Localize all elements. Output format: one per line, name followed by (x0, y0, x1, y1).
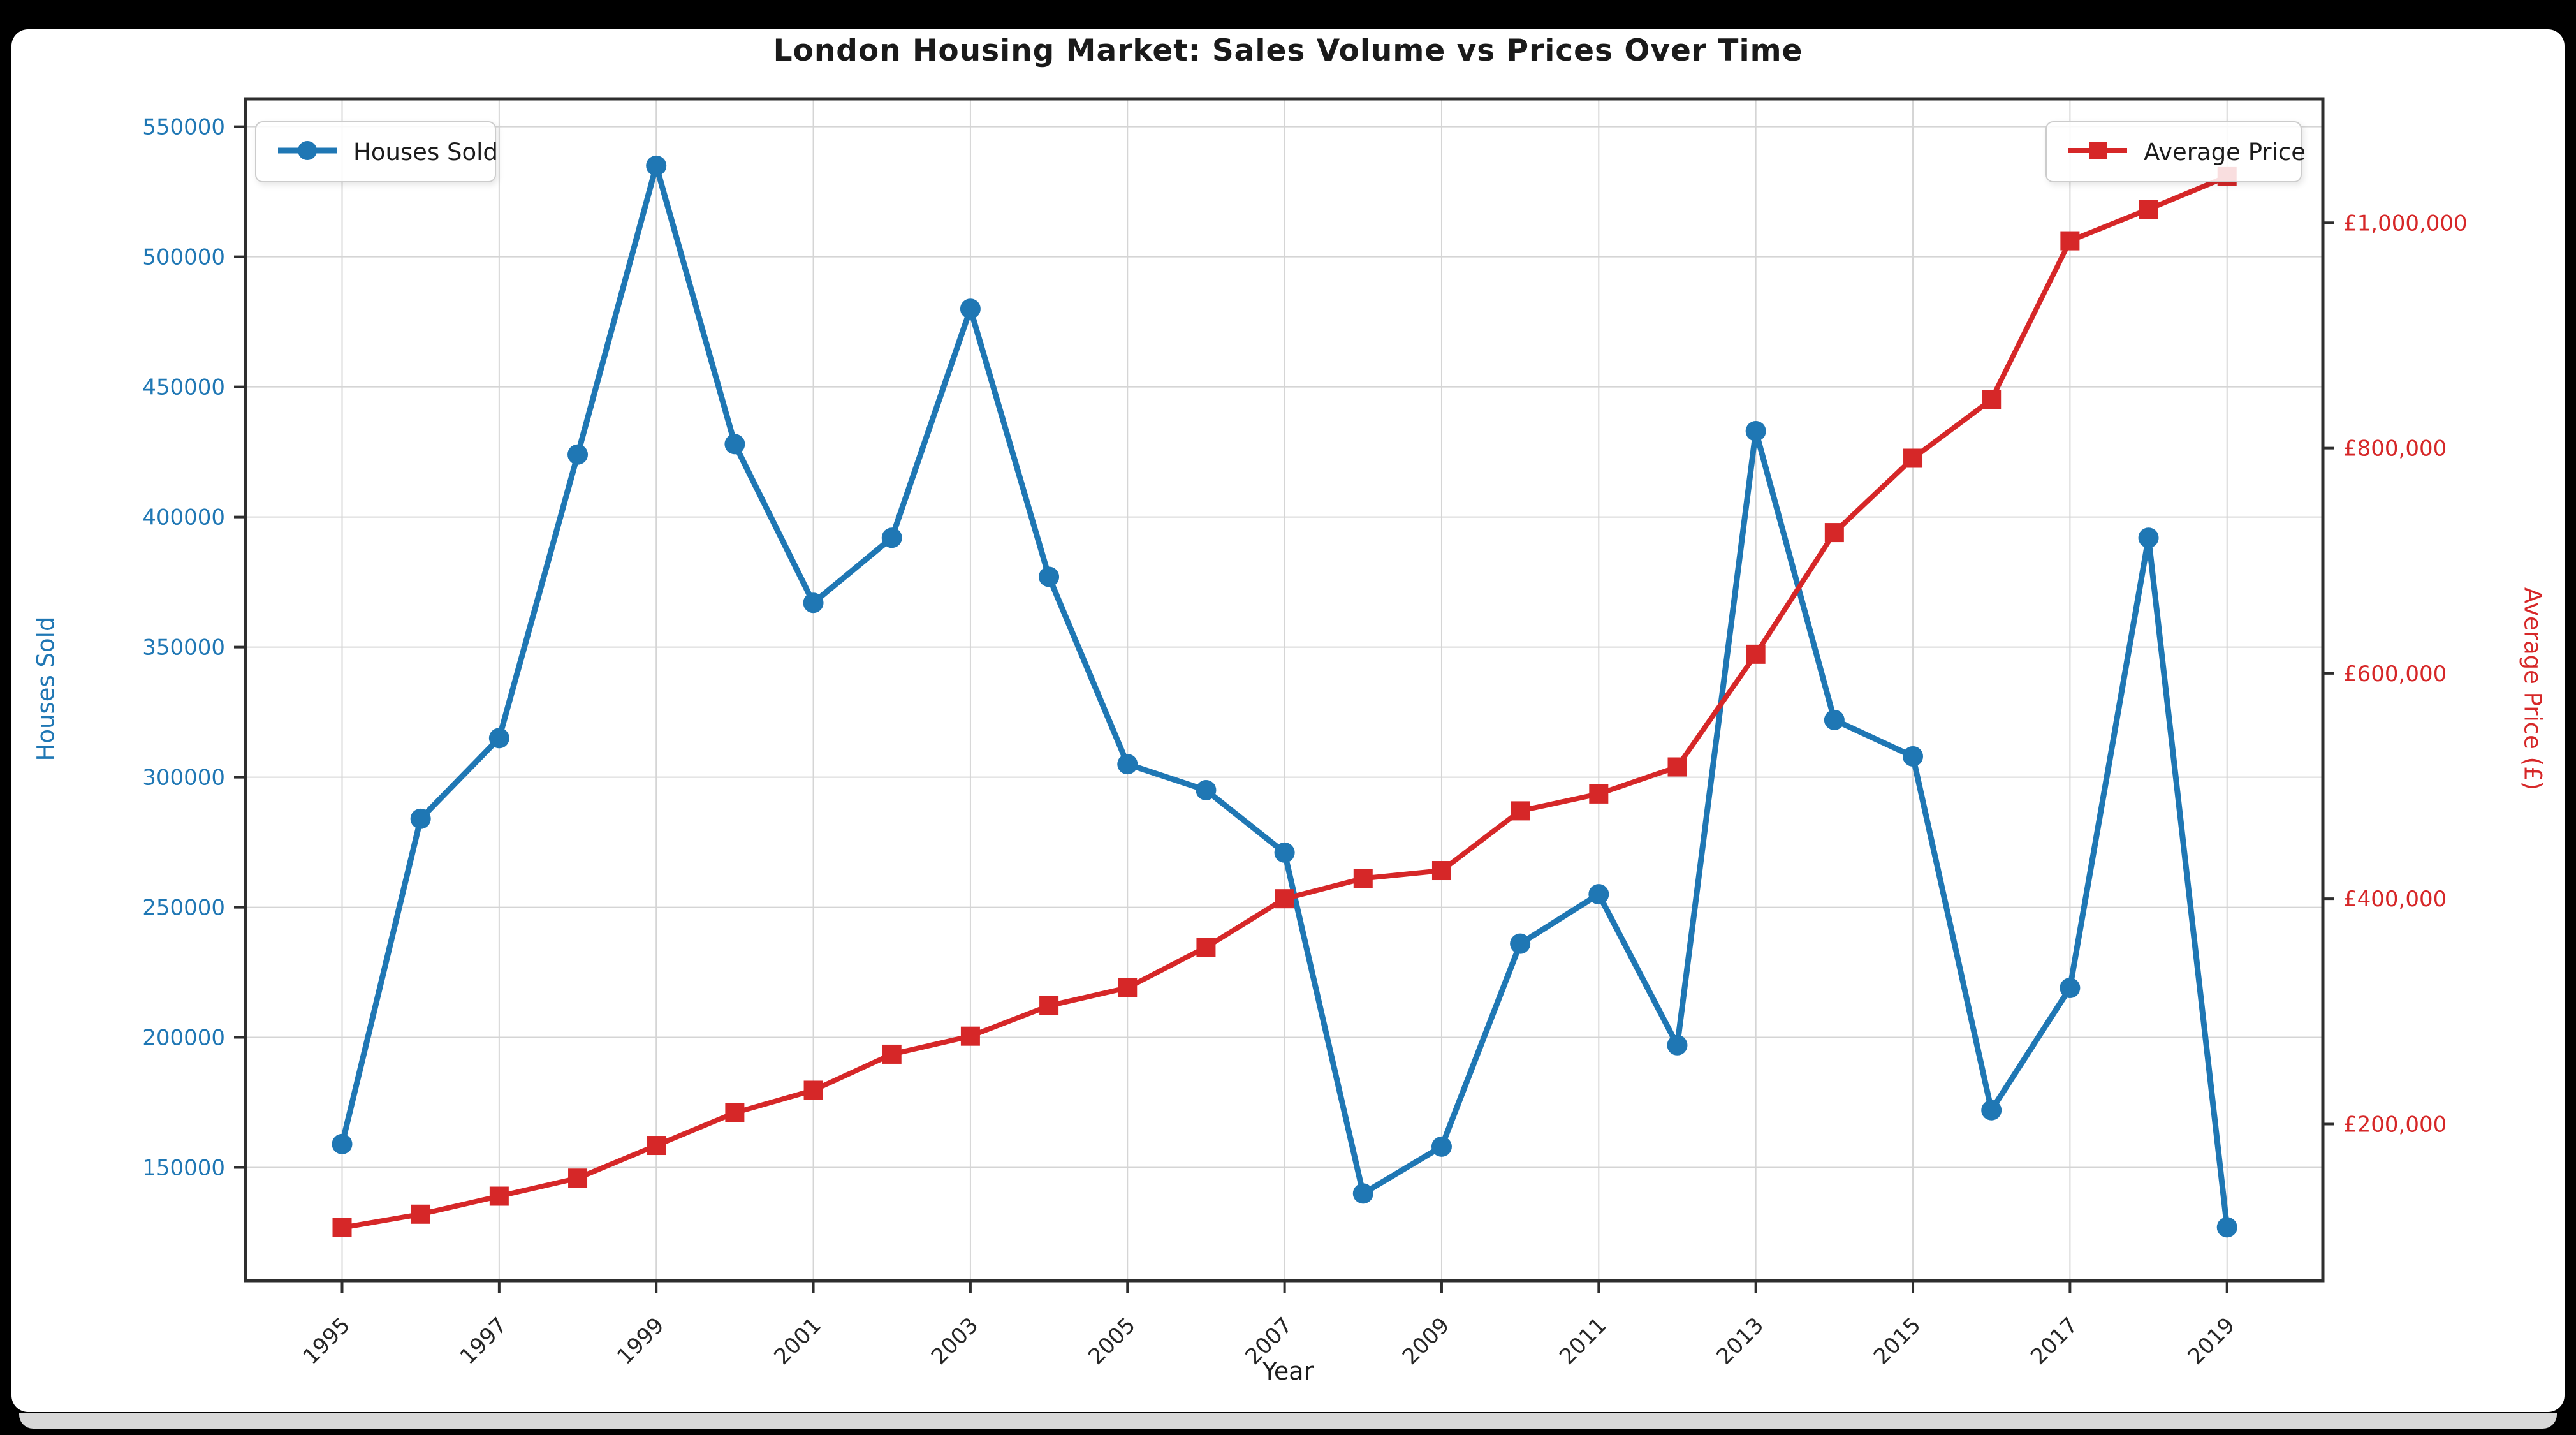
left-tick-label: 150000 (142, 1156, 225, 1181)
data-point-marker (1824, 523, 1844, 543)
data-point-marker (411, 1204, 430, 1224)
data-point-marker (1903, 746, 1924, 767)
data-point-marker (725, 1103, 745, 1122)
data-point-marker (2216, 1217, 2237, 1238)
window-bottom-bar (19, 1413, 2557, 1429)
data-point-marker (803, 1080, 823, 1100)
data-point-marker (1353, 869, 1373, 888)
data-point-marker (1196, 779, 1217, 800)
data-point-marker (1118, 978, 1138, 997)
data-point-marker (1510, 933, 1531, 954)
data-point-marker (724, 434, 745, 455)
data-point-marker (960, 1026, 980, 1046)
data-point-marker (1196, 938, 1216, 957)
legend-houses-sold: Houses Sold (255, 121, 498, 182)
data-point-marker (568, 1168, 588, 1188)
right-tick-label: £400,000 (2343, 887, 2447, 912)
right-tick-label: £1,000,000 (2343, 210, 2468, 236)
legend-label-houses-sold: Houses Sold (353, 138, 498, 166)
data-point-marker (1746, 644, 1766, 664)
left-tick-label: 550000 (142, 115, 225, 140)
tick-marks (234, 125, 2334, 1293)
data-point-marker (1824, 709, 1845, 730)
data-point-marker (410, 808, 431, 829)
data-point-marker (1667, 1034, 1688, 1056)
left-tick-label: 400000 (142, 505, 225, 531)
data-point-marker (1667, 757, 1687, 777)
right-tick-label: £200,000 (2343, 1112, 2447, 1137)
houses-sold-series (332, 155, 2237, 1238)
data-point-marker (1431, 861, 1451, 881)
data-point-marker (567, 444, 589, 465)
data-point-marker (332, 1133, 353, 1154)
data-point-marker (2139, 200, 2158, 219)
left-tick-label: 300000 (142, 765, 225, 791)
data-point-marker (1117, 754, 1138, 775)
data-point-marker (1352, 1183, 1373, 1204)
houses-sold-marker-icon (275, 136, 339, 167)
legend-average-price: Average Price (2045, 121, 2306, 182)
data-point-marker (1745, 420, 1766, 441)
data-point-marker (1039, 996, 1059, 1015)
left-tick-label: 450000 (142, 375, 225, 401)
chart-title: London Housing Market: Sales Volume vs P… (773, 33, 1803, 68)
legend-label-average-price: Average Price (2144, 138, 2306, 166)
data-point-marker (1274, 842, 1295, 863)
left-tick-label: 250000 (142, 895, 225, 921)
data-point-marker (2060, 231, 2080, 251)
data-point-marker (1275, 889, 1294, 909)
data-point-marker (1903, 448, 1923, 468)
data-point-marker (489, 1186, 509, 1206)
grid (245, 99, 2323, 1281)
average-price-marker-icon (2066, 136, 2130, 167)
data-point-marker (2060, 978, 2081, 999)
data-point-marker (881, 527, 902, 548)
left-tick-label: 200000 (142, 1026, 225, 1051)
data-point-marker (1982, 390, 2002, 409)
data-point-marker (1511, 801, 1530, 821)
data-point-marker (1981, 1100, 2002, 1121)
data-point-marker (332, 1218, 352, 1237)
data-point-marker (647, 1136, 666, 1156)
chart-figure (11, 29, 2565, 1412)
data-point-marker (1431, 1136, 1452, 1157)
data-point-marker (1039, 566, 1060, 587)
right-axis-title: Average Price (£) (2519, 587, 2547, 791)
left-axis-title: Houses Sold (32, 616, 60, 762)
right-tick-label: £600,000 (2343, 661, 2447, 687)
data-point-marker (488, 728, 509, 749)
data-point-marker (1588, 884, 1609, 905)
data-point-marker (646, 155, 667, 176)
left-tick-label: 350000 (142, 635, 225, 661)
right-tick-label: £800,000 (2343, 436, 2447, 462)
left-tick-label: 500000 (142, 245, 225, 270)
data-point-marker (803, 592, 824, 614)
x-axis-title: Year (1262, 1357, 1314, 1385)
data-point-marker (1589, 784, 1609, 804)
average-price-series (332, 166, 2237, 1237)
data-point-marker (960, 298, 981, 320)
data-point-marker (2138, 527, 2159, 548)
data-point-marker (882, 1044, 902, 1064)
